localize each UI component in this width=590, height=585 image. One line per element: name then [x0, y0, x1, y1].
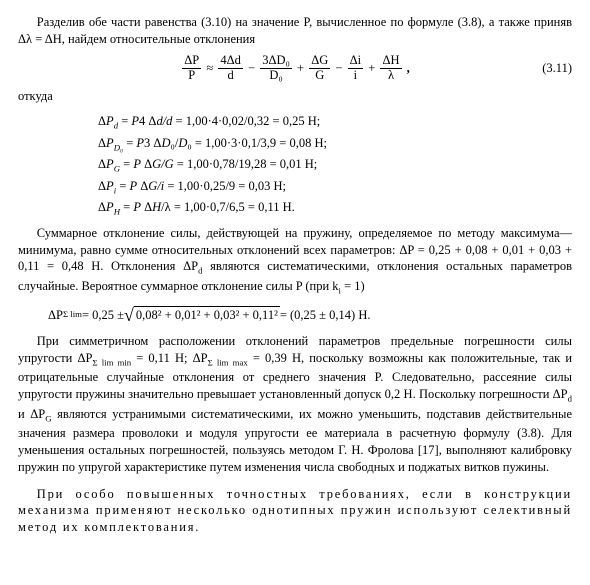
frac-den: d — [218, 69, 243, 83]
subscript: Σ lim — [63, 309, 82, 321]
text: = (0,25 ± 0,14) H. — [280, 307, 371, 324]
text: = 0,25 ± — [82, 307, 124, 324]
equation-3-11: ΔPP ≈ 4Δdd − 3ΔD₀D₀ + ΔGG − Δii + ΔHλ , … — [18, 54, 572, 83]
frac-num: ΔP — [182, 54, 201, 69]
subscript: d — [568, 394, 572, 404]
frac-num: ΔH — [380, 54, 401, 69]
deriv-line-5: ΔPH = P ΔH/λ = 1,00·0,7/6,5 = 0,11 H. — [98, 197, 572, 219]
sqrt: √0,08² + 0,01² + 0,03² + 0,11² — [124, 303, 280, 327]
text: = 1) — [341, 279, 365, 293]
para-intro: Разделив обе части равенства (3.10) на з… — [18, 14, 572, 48]
frac-den: P — [182, 69, 201, 83]
equation-number: (3.11) — [542, 60, 572, 77]
deriv-line-3: ΔPG = P ΔG/G = 1,00·0,78/19,28 = 0,01 H; — [98, 154, 572, 176]
subscript: Σ lim min — [92, 358, 131, 368]
equation-sigma-lim: ΔPΣ lim = 0,25 ± √0,08² + 0,01² + 0,03² … — [18, 303, 572, 327]
para-summary: Суммарное отклонение силы, действующей н… — [18, 225, 572, 297]
frac-num: 3ΔD₀ — [260, 54, 292, 69]
text: ΔP — [48, 307, 63, 324]
frac-num: 4Δd — [218, 54, 243, 69]
subscript: Σ lim max — [208, 358, 248, 368]
para-symmetric: При симметричном расположении отклонений… — [18, 333, 572, 475]
deriv-line-4: ΔPi = P ΔG/i = 1,00·0,25/9 = 0,03 H; — [98, 176, 572, 198]
para-whence: откуда — [18, 88, 572, 105]
frac-den: λ — [380, 69, 401, 83]
deriv-line-1: ΔPd = P4 Δd/d = 1,00·4·0,02/0,32 = 0,25 … — [98, 111, 572, 133]
frac-den: D₀ — [260, 69, 292, 83]
frac-den: i — [348, 69, 364, 83]
derivation-block: ΔPd = P4 Δd/d = 1,00·4·0,02/0,32 = 0,25 … — [98, 111, 572, 219]
frac-den: G — [309, 69, 330, 83]
text: являются устранимыми систематическими, и… — [18, 407, 572, 474]
sqrt-body: 0,08² + 0,01² + 0,03² + 0,11² — [134, 306, 280, 324]
deriv-line-2: ΔPD₀ = P3 ΔD₀/D₀ = 1,00·3·0,1/3,9 = 0,08… — [98, 133, 572, 155]
para-final: При особо повышенных точностных требован… — [18, 486, 572, 537]
text: = 0,11 H; ΔP — [131, 351, 207, 365]
text: и ΔP — [18, 407, 45, 421]
frac-num: Δi — [348, 54, 364, 69]
frac-num: ΔG — [309, 54, 330, 69]
